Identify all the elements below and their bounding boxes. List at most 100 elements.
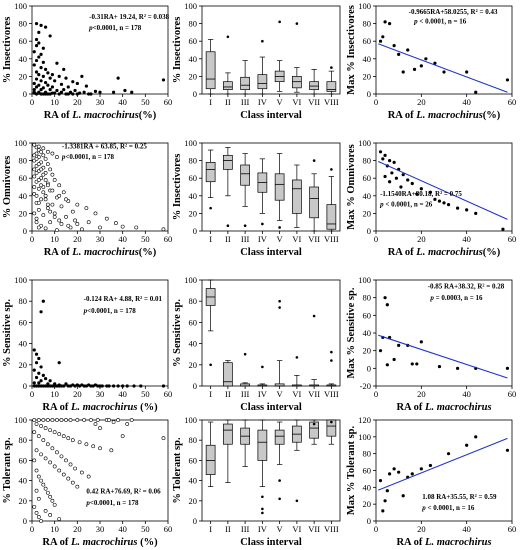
box-VI — [292, 164, 302, 228]
outlier-point — [312, 422, 316, 426]
data-point — [59, 204, 64, 209]
x-tick-label: I — [209, 389, 212, 399]
x-tick-label: IV — [258, 234, 268, 244]
x-tick-label: V — [277, 234, 284, 244]
data-point — [46, 384, 50, 388]
data-point — [474, 435, 478, 439]
data-point — [419, 64, 423, 68]
data-point — [34, 361, 39, 365]
y-tick-label: 80 — [363, 293, 372, 303]
y-tick-label: 0 — [23, 226, 27, 236]
data-point — [98, 225, 102, 230]
data-point — [52, 215, 57, 219]
data-point — [392, 467, 396, 471]
data-point — [84, 84, 88, 88]
data-point — [36, 200, 41, 205]
data-point — [34, 448, 39, 453]
data-point — [474, 211, 478, 215]
data-point — [59, 82, 64, 86]
data-point — [48, 460, 53, 465]
data-point — [100, 384, 104, 388]
data-point — [34, 171, 39, 175]
box-IV — [257, 56, 268, 95]
data-point — [465, 70, 469, 74]
data-point — [39, 88, 43, 92]
data-point — [39, 452, 43, 457]
data-point — [39, 379, 43, 383]
y-tick-label: 100 — [358, 138, 371, 148]
data-point — [44, 25, 48, 29]
data-point — [120, 434, 125, 439]
data-point — [48, 88, 52, 92]
data-point — [98, 446, 102, 451]
data-point — [505, 366, 510, 370]
data-point — [446, 452, 451, 456]
data-point — [34, 70, 39, 74]
box-iqr — [223, 423, 233, 445]
box-iqr — [326, 81, 337, 92]
data-point — [32, 88, 36, 92]
data-point — [57, 384, 61, 388]
x-tick-label: 0 — [30, 234, 34, 244]
data-point — [378, 479, 383, 483]
box-iqr — [240, 76, 250, 90]
data-point — [32, 458, 37, 463]
data-point — [419, 340, 423, 344]
box-VIII — [326, 176, 337, 232]
data-point — [390, 171, 394, 175]
data-point — [41, 213, 46, 218]
data-point — [406, 48, 410, 52]
data-point — [89, 384, 93, 388]
data-point — [41, 373, 45, 377]
y-tick-label: 40 — [363, 54, 372, 64]
box-iqr — [223, 362, 233, 387]
data-point — [32, 211, 37, 216]
outlier-point — [261, 39, 264, 43]
y-tick-label: -20 — [360, 381, 371, 391]
x-tick-label: VII — [308, 389, 320, 399]
data-point — [41, 299, 45, 303]
box-VIII — [326, 383, 337, 387]
y-tick-label: 80 — [19, 435, 28, 445]
data-point — [385, 303, 389, 307]
y-axis-label: % Tolerant sp. — [172, 437, 183, 504]
x-tick-label: 40 — [462, 234, 471, 244]
box-iqr — [292, 179, 302, 214]
x-axis-label: Class interval — [240, 247, 302, 258]
data-point — [59, 90, 64, 94]
data-point — [125, 384, 129, 388]
data-point — [82, 90, 86, 94]
y-tick-label: 20 — [189, 496, 198, 506]
x-tick-label: 50 — [141, 234, 150, 244]
data-point — [36, 225, 41, 230]
y-tick-label: 100 — [14, 1, 27, 11]
data-point — [89, 92, 93, 96]
y-tick-label: 80 — [189, 435, 198, 445]
data-point — [109, 448, 114, 453]
y-tick-label: 40 — [363, 482, 372, 492]
y-tick-label: 40 — [19, 339, 28, 349]
data-point — [392, 44, 396, 48]
data-point — [57, 361, 61, 365]
data-point — [48, 209, 53, 214]
y-tick-label: 100 — [184, 1, 197, 11]
y-tick-label: 60 — [189, 36, 198, 46]
data-point — [75, 81, 79, 86]
x-tick-label: 60 — [164, 97, 173, 107]
box-I — [205, 279, 216, 332]
data-point — [397, 343, 401, 347]
x-axis-label: RA of L. macrochirus(%) — [388, 110, 501, 121]
x-tick-label: 10 — [50, 524, 59, 534]
box-iqr — [309, 186, 319, 219]
data-point — [39, 92, 43, 96]
x-tick-label: V — [277, 524, 284, 534]
y-tick-label: 20 — [19, 208, 28, 218]
data-point — [61, 190, 66, 195]
data-point — [57, 432, 62, 437]
data-point — [55, 88, 59, 93]
data-point — [45, 183, 50, 188]
data-point — [77, 440, 82, 445]
outlier-point — [226, 224, 230, 228]
